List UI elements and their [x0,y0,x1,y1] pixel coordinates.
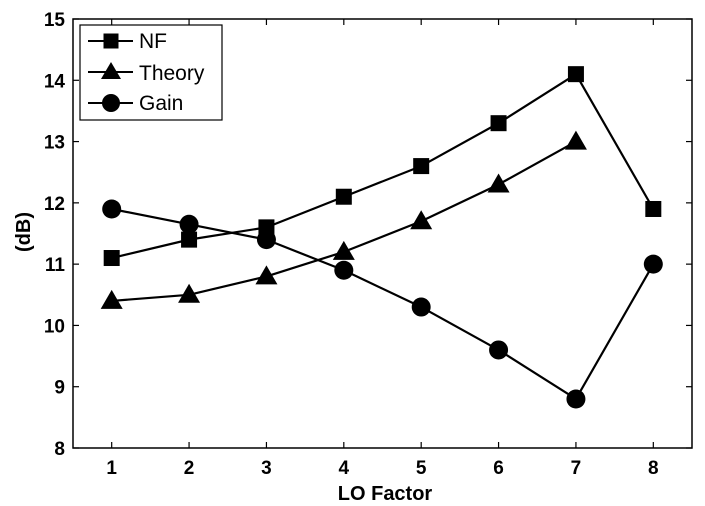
data-point-gain [179,214,199,234]
legend: NF Theory Gain [79,24,223,121]
legend-label-theory: Theory [139,62,205,85]
data-point-theory [255,265,278,285]
data-point-nf [103,250,120,267]
data-point-gain [334,260,354,280]
y-tick-label: 13 [44,133,65,154]
legend-marker-triangle [101,62,121,79]
x-axis-title: LO Factor [338,483,433,505]
x-axis: 1 2 3 4 5 6 7 8 [106,19,659,479]
x-tick-label: 5 [416,458,427,479]
plot-frame [72,18,693,449]
legend-entry-gain: Gain [88,92,183,115]
y-tick-label: 12 [44,194,65,215]
y-tick-label: 11 [45,255,66,276]
data-point-theory [487,173,510,193]
data-point-theory [178,283,201,303]
data-point-gain [643,254,663,274]
y-tick-label: 14 [44,71,66,92]
data-point-nf [413,158,430,175]
x-tick-label: 4 [339,458,350,479]
y-tick-label: 15 [44,10,66,31]
y-tick-label: 9 [54,378,65,399]
y-axis-title: (dB) [13,212,35,252]
plot-series-layer [100,66,663,409]
legend-marker-square [103,33,119,49]
x-tick-label: 1 [106,458,117,479]
data-point-theory [332,240,355,260]
legend-label-gain: Gain [139,92,183,115]
data-point-nf [490,115,507,132]
series-line-gain [111,207,655,401]
x-tick-label: 7 [571,458,582,479]
series-line-nf [111,73,655,260]
x-tick-label: 2 [184,458,195,479]
series-theory [100,130,587,309]
x-tick-label: 8 [648,458,659,479]
data-point-gain [566,389,586,409]
series-gain [102,199,663,409]
legend-label-nf: NF [139,30,167,53]
x-tick-label: 6 [493,458,504,479]
legend-entry-theory: Theory [88,62,205,85]
x-tick-label: 3 [261,458,272,479]
data-point-gain [256,230,276,250]
data-point-theory [564,130,587,150]
data-point-gain [489,340,509,360]
data-point-nf [567,66,584,83]
legend-entry-nf: NF [88,30,167,53]
data-point-theory [100,289,123,309]
data-point-theory [410,210,433,230]
y-tick-label: 10 [44,316,65,337]
y-tick-label: 8 [54,439,65,460]
data-point-gain [102,199,122,219]
data-point-gain [411,297,431,317]
legend-marker-circle [102,94,120,112]
data-point-nf [335,188,352,205]
y-axis: 8 9 10 11 12 13 14 15 [44,10,692,460]
data-point-nf [181,231,198,248]
data-point-nf [645,200,662,217]
series-nf [103,66,662,267]
